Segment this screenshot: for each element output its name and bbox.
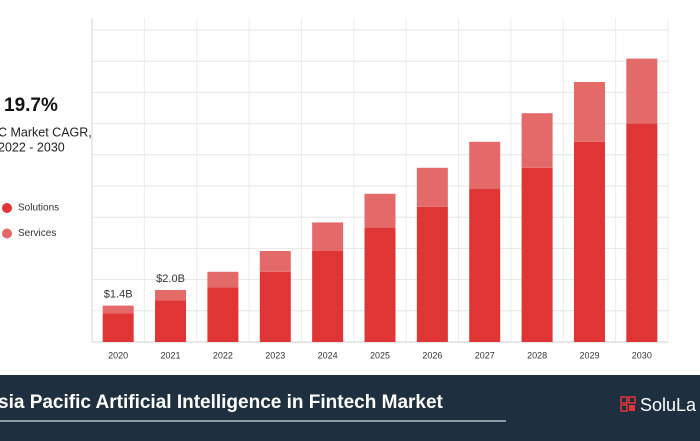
bar-segment [312,251,344,342]
brand-logo [620,396,636,412]
bar-segment [259,271,291,342]
x-tick-label: 2023 [265,350,285,360]
bar-segment [312,222,344,251]
x-tick-label: 2030 [632,350,652,360]
legend-marker [2,203,12,213]
legend-label: Solutions [18,203,59,214]
bar-segment [364,227,396,342]
bar-segment [573,82,605,142]
bar-segment [469,141,501,189]
x-tick-label: 2026 [422,350,442,360]
bar-segment [102,313,134,342]
bar-segment [521,113,553,168]
x-tick-label: 2020 [108,350,128,360]
legend-label: Services [18,228,56,239]
x-tick-label: 2029 [579,350,599,360]
brand-name: SoluLa [640,395,697,415]
bar-segment [207,271,239,288]
bar-segment [416,167,448,207]
bar-segment [416,206,448,342]
bar-segment [155,290,187,301]
chart-title: sia Pacific Artificial Intelligence in F… [0,392,444,413]
legend-marker [2,228,12,239]
cagr-period: 2022 - 2030 [0,140,65,154]
bar-segment [364,193,396,228]
bar-segment [207,287,239,342]
title-bar [0,375,700,441]
bar-segment [626,58,658,124]
bar-segment [626,123,658,342]
total-label: $2.0B [156,273,185,285]
cagr-value: 19.7% [4,95,58,116]
bar-segment [573,141,605,342]
total-label: $1.4B [104,289,133,301]
cagr-label: C Market CAGR, [0,125,92,139]
bar-segment [155,300,187,342]
x-tick-label: 2027 [475,350,495,360]
bar-segment [521,167,553,342]
x-tick-label: 2025 [370,350,390,360]
bar-segment [259,251,291,272]
bar-segment [102,305,134,314]
x-tick-label: 2022 [213,350,233,360]
bar-segment [469,188,501,342]
x-tick-label: 2021 [161,350,181,360]
x-tick-label: 2024 [318,350,338,360]
x-tick-label: 2028 [527,350,547,360]
